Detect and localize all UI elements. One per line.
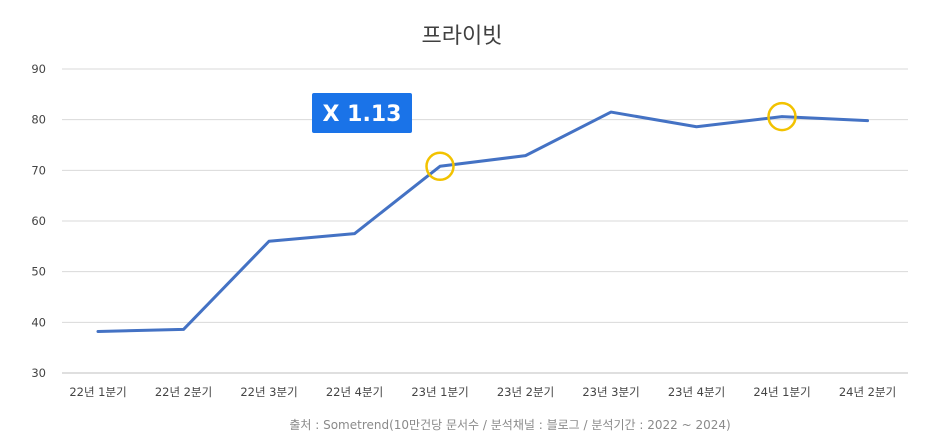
data-point [96, 330, 100, 333]
y-tick-label: 70 [31, 163, 46, 177]
data-point [780, 115, 784, 118]
x-axis-ticks: 22년 1분기 22년 2분기 22년 3분기 22년 4분기 23년 1분기 23년 2… [69, 385, 896, 399]
data-point [609, 110, 613, 114]
data-point [182, 328, 185, 331]
data-point [438, 165, 442, 168]
data-point [524, 154, 527, 157]
x-tick-label: 23년 1분기 [411, 385, 468, 399]
multiplier-badge-background [312, 93, 412, 133]
series-line-group [96, 110, 869, 333]
x-tick-label: 22년 1분기 [69, 385, 126, 399]
data-point [866, 119, 869, 122]
y-tick-label: 90 [31, 62, 46, 76]
multiplier-badge-label: X 1.13 [323, 102, 402, 127]
y-tick-label: 60 [31, 214, 46, 228]
y-tick-label: 30 [31, 366, 46, 380]
y-tick-label: 50 [31, 265, 46, 279]
x-tick-label: 22년 4분기 [326, 385, 383, 399]
x-tick-label: 23년 4분기 [668, 385, 725, 399]
multiplier-badge: X 1.13 [312, 93, 412, 133]
highlight-circle [767, 101, 797, 132]
data-point [695, 125, 698, 128]
highlight-markers [425, 101, 797, 182]
chart-title: 프라이빗 [422, 24, 503, 49]
highlight-circle [425, 151, 455, 182]
series-line [96, 110, 869, 333]
data-point [353, 232, 356, 235]
x-tick-label: 23년 3분기 [582, 385, 639, 399]
y-tick-label: 40 [31, 315, 46, 329]
y-tick-label: 80 [31, 113, 46, 127]
x-tick-label: 22년 2분기 [155, 385, 212, 399]
x-tick-label: 22년 3분기 [240, 385, 297, 399]
x-tick-label: 23년 2분기 [497, 385, 554, 399]
y-axis-ticks: 30 40 50 60 70 80 90 [31, 62, 46, 380]
x-tick-label: 24년 2분기 [839, 385, 896, 399]
x-tick-label: 24년 1분기 [753, 385, 810, 399]
gridlines [62, 68, 908, 374]
source-caption: 출처 : Sometrend(10만건당 문서수 / 분석채널 : 블로그 / … [289, 418, 730, 432]
data-point [267, 240, 271, 243]
